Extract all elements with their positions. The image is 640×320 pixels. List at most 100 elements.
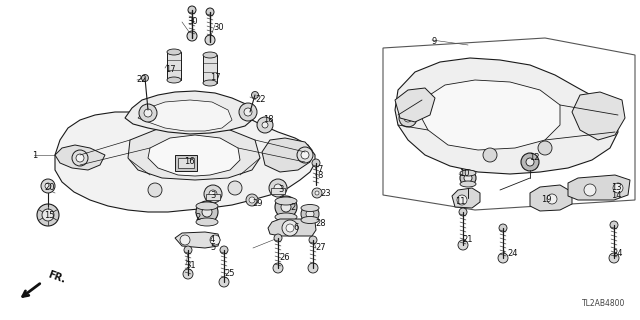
Circle shape xyxy=(196,201,218,223)
Circle shape xyxy=(141,75,148,82)
Circle shape xyxy=(275,196,297,218)
Circle shape xyxy=(286,224,294,232)
Ellipse shape xyxy=(167,49,181,55)
Text: 24: 24 xyxy=(612,249,623,258)
Circle shape xyxy=(37,204,59,226)
Polygon shape xyxy=(420,80,560,150)
Text: 16: 16 xyxy=(184,156,195,165)
Ellipse shape xyxy=(460,181,476,187)
Text: 4: 4 xyxy=(210,236,215,244)
Text: 3: 3 xyxy=(278,186,284,195)
Ellipse shape xyxy=(301,217,319,223)
Text: 14: 14 xyxy=(611,190,621,199)
Text: 15: 15 xyxy=(44,212,54,220)
Ellipse shape xyxy=(167,77,181,83)
Text: 20: 20 xyxy=(44,183,54,193)
Circle shape xyxy=(281,202,291,212)
Text: 2: 2 xyxy=(195,213,200,222)
Polygon shape xyxy=(395,58,618,174)
Circle shape xyxy=(228,181,242,195)
Circle shape xyxy=(219,277,229,287)
Circle shape xyxy=(483,148,497,162)
Text: 3: 3 xyxy=(210,191,216,201)
Text: 27: 27 xyxy=(315,244,326,252)
Text: 2: 2 xyxy=(290,204,295,212)
Ellipse shape xyxy=(203,80,217,86)
Circle shape xyxy=(273,263,283,273)
Circle shape xyxy=(613,183,623,193)
Polygon shape xyxy=(55,108,315,212)
Circle shape xyxy=(458,240,468,250)
Circle shape xyxy=(308,263,318,273)
Text: 7: 7 xyxy=(317,164,323,173)
Circle shape xyxy=(249,197,255,203)
Circle shape xyxy=(526,158,534,166)
Circle shape xyxy=(538,141,552,155)
Circle shape xyxy=(604,116,612,124)
Circle shape xyxy=(457,195,467,205)
Text: 17: 17 xyxy=(165,66,175,75)
Polygon shape xyxy=(128,125,260,180)
Text: 28: 28 xyxy=(315,219,326,228)
Circle shape xyxy=(262,122,268,128)
Circle shape xyxy=(404,114,412,122)
Bar xyxy=(178,158,194,168)
Circle shape xyxy=(306,210,314,218)
Polygon shape xyxy=(262,138,312,172)
Ellipse shape xyxy=(275,213,297,221)
Circle shape xyxy=(301,205,319,223)
Circle shape xyxy=(312,159,320,167)
Circle shape xyxy=(399,109,417,127)
Circle shape xyxy=(220,246,228,254)
Text: 21: 21 xyxy=(462,236,472,244)
Circle shape xyxy=(610,221,618,229)
Circle shape xyxy=(297,147,313,163)
Text: 10: 10 xyxy=(459,170,470,179)
Text: 17: 17 xyxy=(210,74,221,83)
Text: FR.: FR. xyxy=(46,269,67,285)
Text: 22: 22 xyxy=(136,76,147,84)
Polygon shape xyxy=(530,185,572,211)
Circle shape xyxy=(210,235,220,245)
Circle shape xyxy=(464,174,472,182)
Circle shape xyxy=(41,179,55,193)
Text: 25: 25 xyxy=(224,269,234,278)
Text: TL2AB4800: TL2AB4800 xyxy=(582,299,625,308)
Text: 30: 30 xyxy=(213,23,223,33)
Circle shape xyxy=(148,183,162,197)
Circle shape xyxy=(202,207,212,217)
Bar xyxy=(206,194,220,200)
Circle shape xyxy=(312,188,322,198)
Circle shape xyxy=(239,103,257,121)
Circle shape xyxy=(205,35,215,45)
Text: 5: 5 xyxy=(210,244,215,252)
Circle shape xyxy=(599,111,617,129)
Text: 31: 31 xyxy=(185,260,196,269)
Ellipse shape xyxy=(460,170,476,176)
Polygon shape xyxy=(138,100,232,131)
Bar xyxy=(271,188,285,194)
Polygon shape xyxy=(175,232,220,248)
Text: 13: 13 xyxy=(611,182,621,191)
Circle shape xyxy=(282,220,298,236)
Text: 9: 9 xyxy=(432,37,437,46)
Circle shape xyxy=(72,150,88,166)
Circle shape xyxy=(301,151,309,159)
Circle shape xyxy=(584,184,596,196)
Polygon shape xyxy=(148,135,240,176)
Circle shape xyxy=(274,234,282,242)
Ellipse shape xyxy=(275,197,297,205)
Circle shape xyxy=(499,224,507,232)
Circle shape xyxy=(45,183,51,189)
Polygon shape xyxy=(568,175,630,200)
Polygon shape xyxy=(55,145,105,170)
Text: 29: 29 xyxy=(252,198,262,207)
Circle shape xyxy=(315,191,319,195)
Circle shape xyxy=(76,154,84,162)
Text: 11: 11 xyxy=(455,196,465,205)
Text: 8: 8 xyxy=(317,171,323,180)
Circle shape xyxy=(547,194,557,204)
Text: 1: 1 xyxy=(32,150,37,159)
Circle shape xyxy=(257,117,273,133)
Circle shape xyxy=(252,92,259,99)
